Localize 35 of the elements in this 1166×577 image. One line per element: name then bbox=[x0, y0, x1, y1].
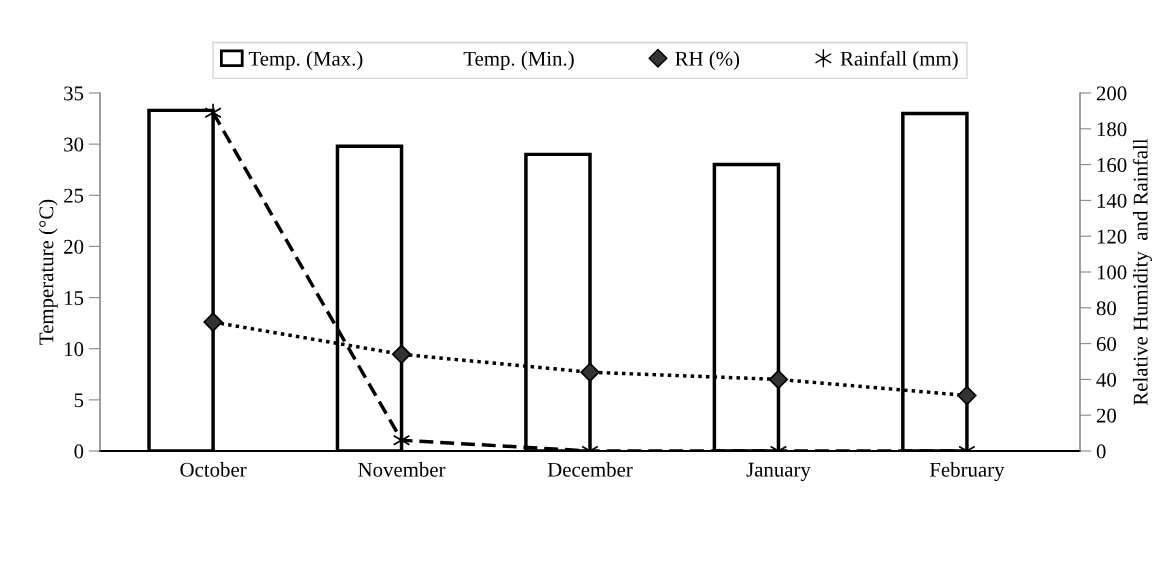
y2-tick-label: 160 bbox=[1097, 157, 1127, 173]
y-tick-label: 35 bbox=[64, 86, 84, 101]
x-tick-label: January bbox=[746, 462, 811, 481]
legend-label: Temp. (Max.) bbox=[248, 51, 363, 70]
y2-tick-label: 120 bbox=[1097, 229, 1127, 244]
point bbox=[957, 385, 977, 406]
y-tick-label: 30 bbox=[64, 137, 84, 152]
point bbox=[580, 362, 600, 382]
x-tick-label: November bbox=[358, 462, 446, 477]
y-tick-label: 5 bbox=[74, 393, 84, 408]
y2-axis-title: Relative Humidity and Rainfall bbox=[1132, 138, 1152, 406]
y2-tick-label: 100 bbox=[1097, 265, 1127, 280]
y2-tick-label: 200 bbox=[1096, 86, 1127, 101]
y2-tick-label: 60 bbox=[1096, 336, 1117, 352]
y2-tick-label: 0 bbox=[1096, 444, 1106, 459]
point bbox=[768, 369, 789, 390]
legend-label: Rainfall (mm) bbox=[840, 50, 958, 70]
point bbox=[391, 344, 412, 365]
x-tick-label: February bbox=[929, 462, 1005, 482]
y-tick-label: 0 bbox=[74, 444, 84, 459]
y2-tick-label: 20 bbox=[1096, 408, 1117, 423]
y2-tick-label: 80 bbox=[1096, 301, 1117, 316]
y-tick-label: 15 bbox=[65, 291, 84, 305]
y-tick-label: 10 bbox=[65, 342, 84, 357]
x-tick-label: December bbox=[547, 462, 633, 477]
y2-tick-label: 180 bbox=[1097, 122, 1127, 137]
text: Temp. (Min.) bbox=[463, 51, 574, 70]
y2-tick-label: 140 bbox=[1097, 193, 1127, 208]
point bbox=[203, 312, 223, 332]
legend-label: RH (%) bbox=[675, 51, 740, 70]
y-tick-label: 20 bbox=[64, 239, 84, 254]
y2-tick-label: 40 bbox=[1096, 372, 1117, 387]
y-axis-title: Temperature (°C) bbox=[38, 199, 58, 345]
y-tick-label: 25 bbox=[64, 188, 84, 203]
x-tick-label: October bbox=[180, 462, 247, 477]
